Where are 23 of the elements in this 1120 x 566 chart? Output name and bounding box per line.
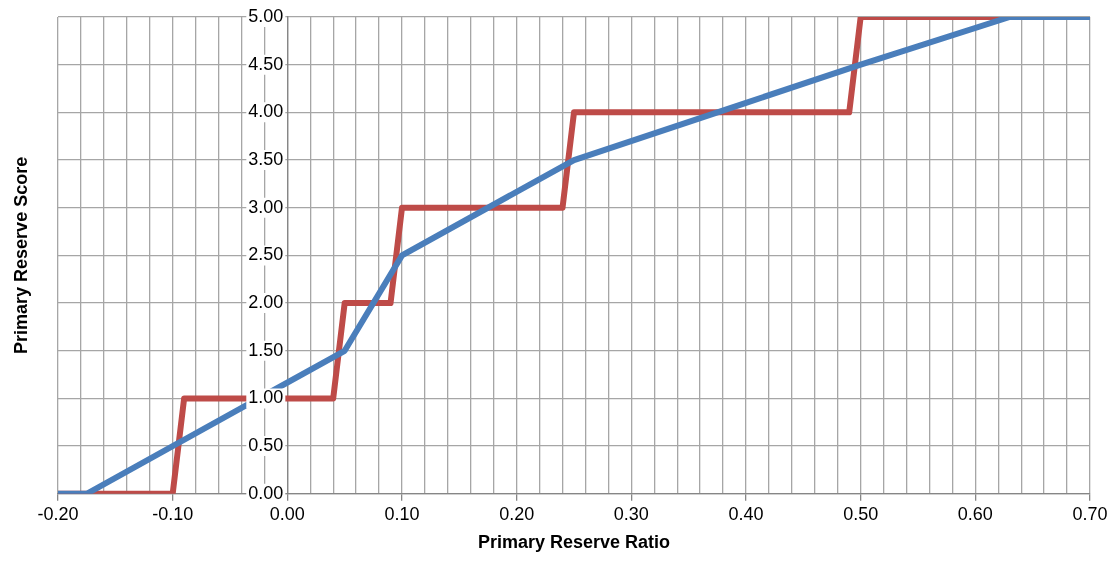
x-tick-label: 0.50 <box>843 503 879 524</box>
x-axis-title: Primary Reserve Ratio <box>477 532 671 553</box>
y-tick-label: 0.50 <box>248 435 284 456</box>
y-tick-label: 3.00 <box>248 196 284 217</box>
x-tick-label: 0.40 <box>728 503 764 524</box>
y-tick-label: 0.00 <box>248 482 284 503</box>
y-tick-label: 4.50 <box>248 53 284 74</box>
y-tick-label: 3.50 <box>248 149 284 170</box>
x-tick-label: -0.20 <box>37 503 79 524</box>
y-tick-label: 2.50 <box>248 244 284 265</box>
x-tick-label: 0.10 <box>384 503 420 524</box>
x-tick-label: 0.00 <box>269 503 305 524</box>
x-tick-label: 0.20 <box>499 503 535 524</box>
x-tick-label: 0.60 <box>957 503 993 524</box>
y-tick-label: 4.00 <box>248 101 284 122</box>
x-tick-label: 0.30 <box>613 503 649 524</box>
x-tick-label: -0.10 <box>152 503 194 524</box>
y-tick-label: 2.00 <box>248 292 284 313</box>
y-tick-label: 1.00 <box>248 387 284 408</box>
y-axis-title: Primary Reserve Score <box>10 156 31 354</box>
y-tick-label: 5.00 <box>248 5 284 26</box>
y-tick-label: 1.50 <box>248 339 284 360</box>
x-tick-label: 0.70 <box>1072 503 1108 524</box>
